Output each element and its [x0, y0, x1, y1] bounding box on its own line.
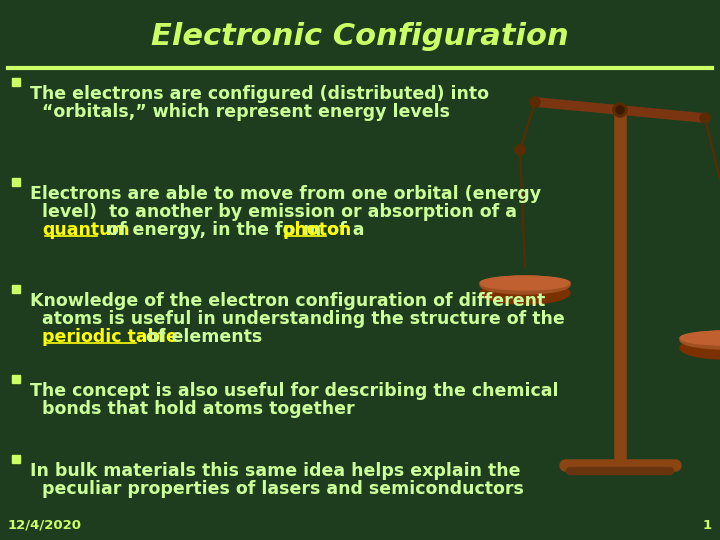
Text: 12/4/2020: 12/4/2020 — [8, 519, 82, 532]
Bar — [12, 455, 20, 463]
Text: Electronic Configuration: Electronic Configuration — [151, 22, 569, 51]
Text: of elements: of elements — [140, 328, 262, 346]
Text: 1: 1 — [703, 519, 712, 532]
Ellipse shape — [480, 282, 570, 304]
Text: peculiar properties of lasers and semiconductors: peculiar properties of lasers and semico… — [42, 480, 524, 498]
Text: In bulk materials this same idea helps explain the: In bulk materials this same idea helps e… — [30, 462, 521, 480]
Text: The concept is also useful for describing the chemical: The concept is also useful for describin… — [30, 382, 559, 400]
Text: Electrons are able to move from one orbital (energy: Electrons are able to move from one orbi… — [30, 185, 541, 203]
Circle shape — [515, 145, 525, 155]
Text: Knowledge of the electron configuration of different: Knowledge of the electron configuration … — [30, 292, 545, 310]
Text: The electrons are configured (distributed) into: The electrons are configured (distribute… — [30, 85, 489, 103]
Text: bonds that hold atoms together: bonds that hold atoms together — [42, 400, 355, 418]
Text: level)  to another by emission or absorption of a: level) to another by emission or absorpt… — [42, 203, 517, 221]
Text: of energy, in the form of a: of energy, in the form of a — [101, 221, 371, 239]
Text: periodic table: periodic table — [42, 328, 178, 346]
Circle shape — [530, 97, 540, 107]
Bar — [12, 78, 20, 86]
Bar — [12, 285, 20, 293]
Circle shape — [613, 103, 627, 117]
Bar — [12, 375, 20, 383]
Circle shape — [616, 106, 624, 114]
Ellipse shape — [680, 331, 720, 349]
Ellipse shape — [680, 331, 720, 345]
Text: photon: photon — [282, 221, 351, 239]
Ellipse shape — [480, 276, 570, 294]
Text: “orbitals,” which represent energy levels: “orbitals,” which represent energy level… — [42, 103, 450, 121]
Text: quantum: quantum — [42, 221, 130, 239]
Ellipse shape — [680, 337, 720, 359]
Text: atoms is useful in understanding the structure of the: atoms is useful in understanding the str… — [42, 310, 564, 328]
Bar — [12, 178, 20, 186]
Circle shape — [700, 113, 710, 123]
Ellipse shape — [480, 276, 570, 290]
